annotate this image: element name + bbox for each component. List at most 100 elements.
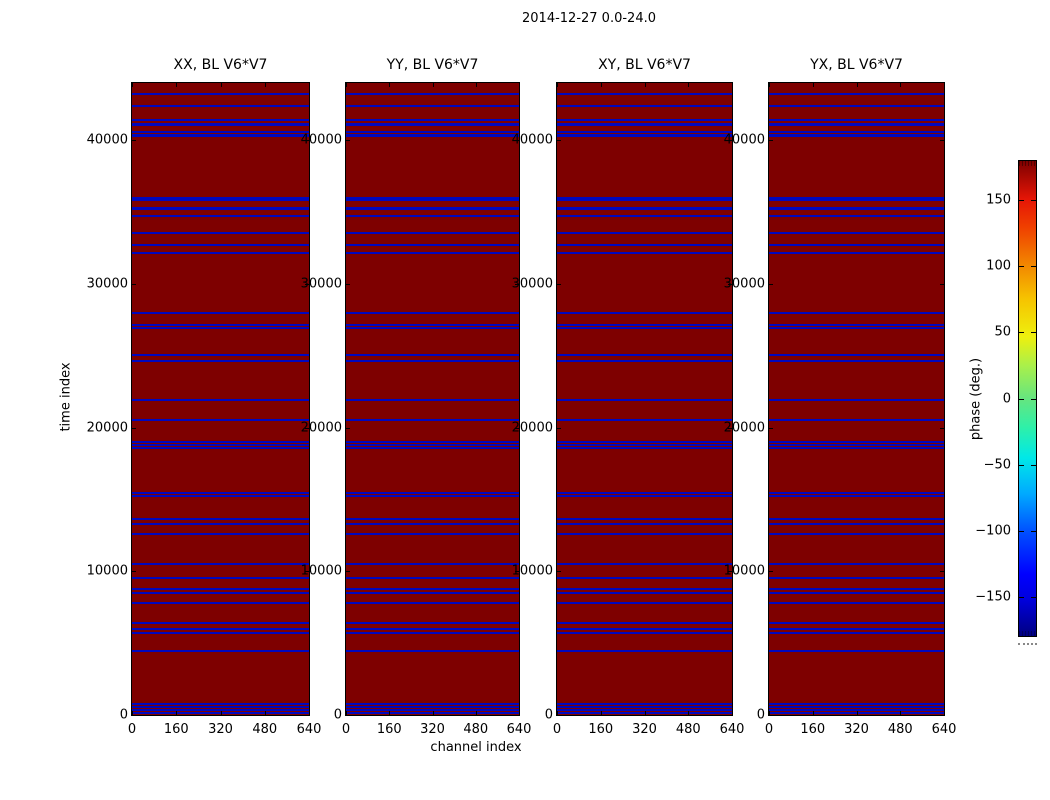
x-tick-label: 320 xyxy=(632,722,657,737)
x-tick-mark xyxy=(432,83,434,87)
y-tick-label: 30000 xyxy=(86,276,128,292)
flagged-row-stripe xyxy=(769,232,944,235)
colorbar-tick-mark xyxy=(1031,398,1036,400)
x-tick-mark xyxy=(132,711,133,715)
flagged-row-stripe xyxy=(557,495,732,498)
y-tick-mark xyxy=(557,715,561,716)
y-tick-mark xyxy=(346,571,350,573)
x-tick-mark xyxy=(475,83,477,87)
x-tick-mark xyxy=(475,711,477,715)
y-tick-label: 0 xyxy=(333,707,342,723)
y-tick-mark xyxy=(557,284,561,286)
y-tick-label: 10000 xyxy=(300,563,342,579)
flagged-row-stripe xyxy=(769,518,944,521)
y-tick-mark xyxy=(346,715,350,716)
flagged-row-stripe xyxy=(132,632,309,635)
flagged-row-stripe xyxy=(346,532,519,535)
x-tick-label: 0 xyxy=(764,722,774,737)
flagged-row-stripe xyxy=(346,522,519,525)
flagged-row-stripe xyxy=(132,447,309,450)
flagged-row-stripe xyxy=(346,708,519,711)
x-tick-mark xyxy=(688,83,690,87)
flagged-row-stripe xyxy=(557,588,732,591)
flagged-row-stripe xyxy=(769,577,944,580)
y-tick-label: 0 xyxy=(544,707,553,723)
x-tick-label: 160 xyxy=(376,722,402,737)
flagged-row-stripe xyxy=(769,628,944,631)
flagged-row-stripe xyxy=(132,398,309,401)
panel-title: XY, BL V6*V7 xyxy=(598,57,691,73)
flagged-row-stripe xyxy=(557,232,732,235)
flagged-row-stripe xyxy=(346,703,519,706)
y-tick-mark xyxy=(305,284,309,286)
flagged-row-stripe xyxy=(346,495,519,498)
flagged-row-stripe xyxy=(769,206,944,210)
x-tick-label: 320 xyxy=(420,722,445,737)
flagged-row-stripe xyxy=(346,563,519,566)
flagged-row-stripe xyxy=(769,563,944,566)
flagged-row-stripe xyxy=(769,621,944,624)
flagged-row-stripe xyxy=(557,577,732,580)
flagged-row-stripe xyxy=(557,133,732,137)
y-tick-mark xyxy=(557,571,561,573)
y-tick-mark xyxy=(769,715,773,716)
y-tick-label: 20000 xyxy=(723,420,765,436)
flagged-row-stripe xyxy=(557,92,732,95)
flagged-row-stripe xyxy=(769,649,944,652)
flagged-row-stripe xyxy=(346,130,519,133)
flagged-row-stripe xyxy=(346,444,519,447)
flagged-row-stripe xyxy=(132,588,309,591)
x-tick-mark xyxy=(519,711,520,715)
flagged-row-stripe xyxy=(557,353,732,356)
y-tick-mark xyxy=(940,140,944,142)
y-tick-label: 40000 xyxy=(511,132,553,148)
y-tick-mark xyxy=(728,284,732,286)
flagged-row-stripe xyxy=(769,495,944,498)
flagged-row-stripe xyxy=(346,252,519,255)
y-tick-label: 30000 xyxy=(300,276,342,292)
x-tick-mark xyxy=(557,711,558,715)
flagged-row-stripe xyxy=(346,649,519,652)
x-tick-label: 160 xyxy=(800,722,826,737)
colorbar-tick-mark xyxy=(1019,199,1024,201)
flagged-row-stripe xyxy=(132,130,309,133)
flagged-row-stripe xyxy=(346,601,519,604)
y-tick-label: 40000 xyxy=(86,132,128,148)
flagged-row-stripe xyxy=(769,92,944,95)
flagged-row-stripe xyxy=(132,621,309,624)
y-tick-mark xyxy=(132,571,136,573)
flagged-row-stripe xyxy=(769,133,944,137)
flagged-row-stripe xyxy=(557,532,732,535)
y-tick-label: 40000 xyxy=(723,132,765,148)
y-tick-label: 20000 xyxy=(300,420,342,436)
flagged-row-stripe xyxy=(346,243,519,246)
flagged-row-stripe xyxy=(346,492,519,495)
flagged-row-stripe xyxy=(346,632,519,635)
x-tick-mark xyxy=(769,83,770,87)
flagged-row-stripe xyxy=(769,130,944,133)
x-tick-label: 160 xyxy=(588,722,614,737)
flagged-row-stripe xyxy=(557,398,732,401)
x-tick-label: 160 xyxy=(163,722,189,737)
flagged-row-stripe xyxy=(769,522,944,525)
x-tick-mark xyxy=(309,83,310,87)
flagged-row-stripe xyxy=(132,706,309,709)
x-tick-mark xyxy=(389,83,391,87)
flagged-row-stripe xyxy=(346,418,519,421)
flagged-row-stripe xyxy=(132,592,309,595)
flagged-row-stripe xyxy=(346,206,519,210)
flagged-row-stripe xyxy=(346,592,519,595)
y-tick-mark xyxy=(940,284,944,286)
colorbar: 150 100 50 0 −50 −100 −150 xyxy=(975,160,1037,645)
flagged-row-stripe xyxy=(557,706,732,709)
y-tick-mark xyxy=(728,427,732,429)
panel-xy: XY, BL V6*V7 0 160 320 480 640 0 10000 20000 300… xyxy=(512,57,745,737)
flagged-row-stripe xyxy=(557,444,732,447)
flagged-row-stripe xyxy=(557,418,732,421)
flagged-row-stripe xyxy=(769,447,944,450)
flagged-row-stripe xyxy=(346,105,519,108)
flagged-row-stripe xyxy=(557,215,732,218)
x-tick-label: 320 xyxy=(844,722,869,737)
flagged-row-stripe xyxy=(557,518,732,521)
